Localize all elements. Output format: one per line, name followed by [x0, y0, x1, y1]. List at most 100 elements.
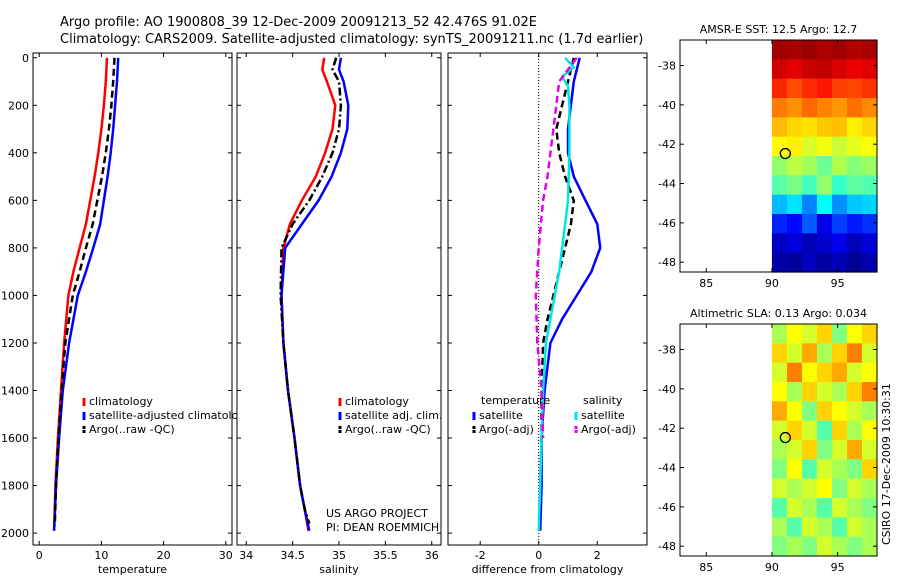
heatmap-cell — [801, 343, 818, 364]
heatmap-cell — [786, 517, 803, 538]
x-axis-label: salinity — [319, 563, 359, 576]
heatmap-cell — [816, 252, 833, 273]
heatmap-cell — [801, 478, 818, 499]
heatmap-cell — [861, 78, 878, 99]
heatmap-cell — [801, 420, 818, 441]
heatmap-cell — [816, 78, 833, 99]
heatmap-cell — [861, 252, 878, 273]
x-tick-label: 35.5 — [373, 549, 398, 562]
y-tick-label: 0 — [22, 52, 29, 65]
project-label: US ARGO PROJECT — [326, 507, 428, 520]
heatmap-cell — [771, 401, 788, 422]
heatmap-cell — [846, 478, 863, 499]
heatmap-cell — [801, 59, 818, 80]
heatmap-cell — [786, 117, 803, 138]
plot-frame — [236, 52, 442, 546]
heatmap-cell — [861, 98, 878, 118]
map-title: Altimetric SLA: 0.13 Argo: 0.034 — [690, 307, 867, 320]
heatmap-cell — [786, 324, 803, 344]
y-tick-label: 1400 — [1, 385, 29, 398]
map-title: AMSR-E SST: 12.5 Argo: 12.7 — [700, 23, 858, 36]
legend-climatology-text: climatology — [345, 395, 409, 408]
heatmap-cell — [831, 233, 848, 254]
y-tick-label: 2000 — [1, 527, 29, 540]
heatmap-cell — [816, 194, 833, 215]
y-tick-label: -46 — [658, 501, 676, 514]
heatmap-cell — [816, 517, 833, 538]
y-tick-label: -40 — [658, 99, 676, 112]
map-frame — [679, 323, 878, 557]
heatmap-cell — [861, 517, 878, 538]
heatmap-cell — [816, 136, 833, 157]
y-tick-label: -44 — [658, 178, 676, 191]
heatmap-cell — [831, 517, 848, 538]
heatmap-cell — [801, 78, 818, 99]
heatmap-cell — [816, 156, 833, 176]
x-tick-label: 90 — [765, 277, 779, 290]
heatmap-cell — [771, 233, 788, 254]
x-tick-label: 95 — [831, 277, 845, 290]
y-tick-label: -38 — [658, 344, 676, 357]
heatmap-cell — [861, 382, 878, 402]
heatmap-cell — [831, 362, 848, 383]
heatmap-cell — [801, 194, 818, 215]
heatmap-cell — [771, 214, 788, 234]
heatmap-cell — [801, 40, 818, 60]
x-tick-label: 35 — [332, 549, 346, 562]
legend-temp-satellite-text: satellite — [479, 409, 523, 422]
heatmap-cell — [861, 536, 878, 557]
heatmap-cell — [771, 136, 788, 157]
heatmap-cell — [786, 536, 803, 557]
heatmap-cell — [786, 362, 803, 383]
heatmap-cell — [801, 401, 818, 422]
heatmap-cell — [831, 498, 848, 518]
sst-map-panel: AMSR-E SST: 12.5 Argo: 12.7 85 90 95 -38 -40 -… — [658, 23, 878, 290]
heatmap-cell — [786, 214, 803, 234]
pi-label: PI: DEAN ROEMMICH — [326, 521, 439, 534]
heatmap-cell — [786, 233, 803, 254]
y-tick-label: -46 — [658, 217, 676, 230]
heatmap-cell — [831, 59, 848, 80]
heatmap-cell — [816, 233, 833, 254]
heatmap-cell — [771, 536, 788, 557]
heatmap-cell — [801, 324, 818, 344]
title-line-2: Climatology: CARS2009. Satellite-adjuste… — [60, 32, 643, 47]
heatmap-cell — [771, 440, 788, 460]
heatmap-cell — [801, 117, 818, 138]
y-tick-label: 600 — [8, 194, 29, 207]
heatmap-cell — [801, 382, 818, 402]
heatmap-cell — [786, 252, 803, 273]
heatmap-cell — [786, 78, 803, 99]
heatmap-cell — [771, 156, 788, 176]
heatmap-cell — [846, 175, 863, 196]
heatmap-cell — [801, 459, 818, 480]
heatmap-cell — [816, 214, 833, 234]
heatmap-cell — [786, 194, 803, 215]
y-tick-label: -48 — [658, 256, 676, 269]
legend-argo-text: Argo(..raw -QC) — [345, 423, 431, 436]
heatmap-cell — [861, 459, 878, 480]
series-line-temperature-argo-adj- — [538, 57, 576, 486]
heatmap-cell — [786, 459, 803, 480]
heatmap-cell — [831, 324, 848, 344]
heatmap-cell — [801, 252, 818, 273]
x-tick-label: 90 — [765, 561, 779, 574]
heatmap-cell — [771, 59, 788, 80]
heatmap-cell — [786, 478, 803, 499]
heatmap-cell — [861, 233, 878, 254]
legend-argo-text: Argo(..raw -QC) — [89, 423, 175, 436]
heatmap-cell — [846, 194, 863, 215]
heatmap-cell — [861, 194, 878, 215]
heatmap-cell — [786, 40, 803, 60]
title-line-1: Argo profile: AO 1900808_39 12-Dec-2009 … — [60, 15, 537, 30]
heatmap-cell — [801, 233, 818, 254]
heatmap-cell — [846, 517, 863, 538]
x-tick-label: 20 — [157, 549, 171, 562]
series-line-argo-raw-qc- — [279, 57, 343, 524]
heatmap-cell — [771, 382, 788, 402]
sla-map-panel: Altimetric SLA: 0.13 Argo: 0.034 85 90 95 -3… — [658, 307, 878, 574]
heatmap-cell — [771, 362, 788, 383]
x-tick-label: 95 — [831, 561, 845, 574]
heatmap-cell — [771, 420, 788, 441]
heatmap-cell — [861, 362, 878, 383]
